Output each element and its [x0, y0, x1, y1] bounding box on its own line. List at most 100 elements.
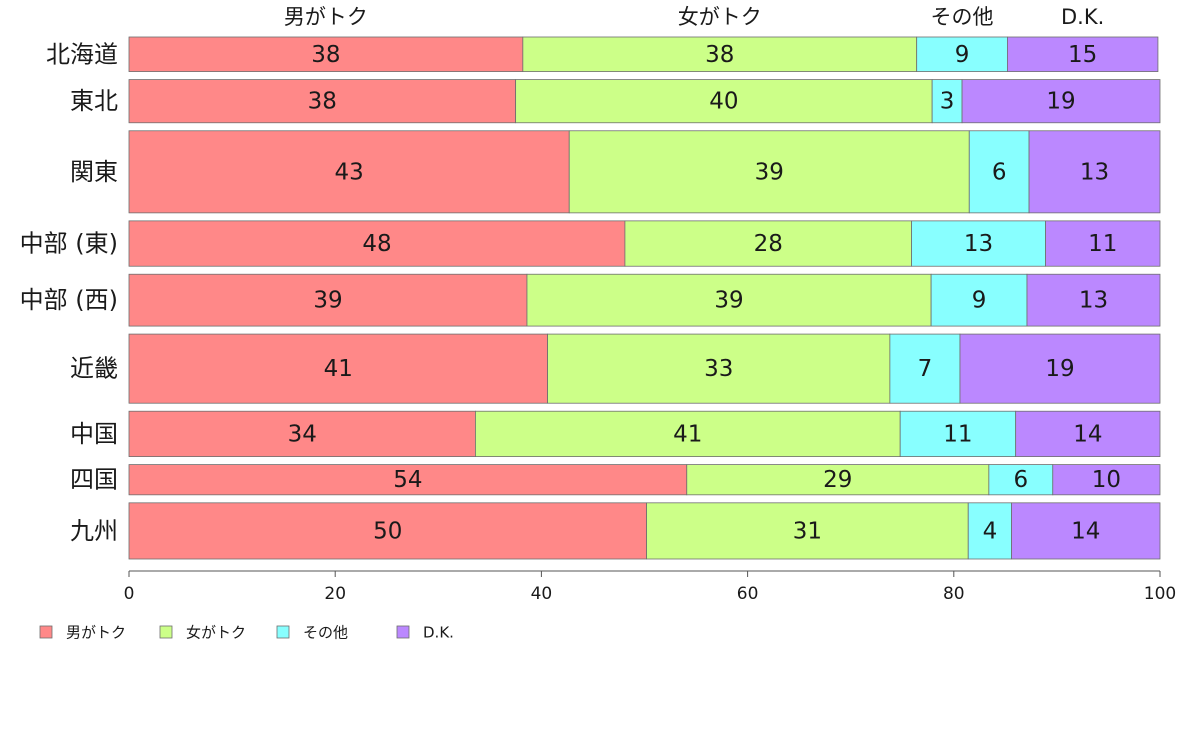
bar-segment: [931, 79, 963, 124]
data-label: 43: [334, 159, 363, 185]
legend-label: 女がトク: [186, 624, 246, 642]
bar-segment: [889, 333, 961, 404]
bar-segment: [1052, 464, 1161, 496]
bar-segment: [128, 36, 524, 72]
legend-swatch: [276, 625, 290, 639]
data-label: 19: [1045, 356, 1074, 382]
bar-segment: [128, 220, 626, 267]
data-label: 6: [1013, 467, 1028, 493]
bar-segment: [568, 130, 970, 214]
bar-segment: [1045, 220, 1161, 267]
x-tick-label: 20: [324, 584, 346, 604]
bar-segment: [128, 273, 528, 327]
data-label: 7: [918, 356, 933, 382]
data-label: 10: [1092, 467, 1121, 493]
data-label: 28: [754, 231, 783, 257]
legend: 男がトク 女がトク その他 D.K.: [39, 624, 454, 642]
bar-segment: [959, 333, 1161, 404]
legend-label: 男がトク: [66, 624, 126, 642]
bar-row-9: 九州 50 31 4 14: [70, 502, 1161, 560]
data-label: 6: [992, 159, 1007, 185]
bar-segment: [899, 410, 1017, 457]
data-label: 41: [673, 421, 702, 447]
data-label: 4: [983, 518, 998, 544]
bar-row-2: 東北 38 40 3 19: [70, 79, 1161, 124]
bar-row-1: 北海道 38 38 9 15: [46, 36, 1159, 72]
bar-row-7: 中国 34 41 11 14: [70, 410, 1161, 457]
data-label: 13: [1080, 159, 1109, 185]
data-label: 9: [972, 288, 987, 314]
x-tick-label: 100: [1144, 584, 1176, 604]
data-label: 34: [288, 421, 317, 447]
legend-item: 女がトク: [159, 624, 246, 642]
legend-item: その他: [276, 624, 348, 642]
x-axis: 0 20 40 60 80 100: [124, 570, 1176, 604]
data-label: 14: [1071, 518, 1100, 544]
x-tick-label: 0: [124, 584, 135, 604]
category-label: 四国: [70, 466, 118, 494]
legend-item: 男がトク: [39, 624, 126, 642]
bar-segment: [916, 36, 1008, 72]
series-header-label: D.K.: [1061, 5, 1104, 29]
series-header-label: 女がトク: [678, 5, 762, 29]
data-label: 3: [940, 89, 955, 115]
bar-segment: [128, 410, 476, 457]
category-label: 北海道: [46, 40, 118, 68]
data-label: 39: [313, 288, 342, 314]
bar-segment: [1015, 410, 1161, 457]
bar-segment: [515, 79, 933, 124]
data-label: 39: [755, 159, 784, 185]
data-label: 48: [362, 231, 391, 257]
legend-swatch: [39, 625, 53, 639]
bar-segment: [1028, 130, 1161, 214]
data-label: 50: [373, 518, 402, 544]
data-label: 13: [964, 231, 993, 257]
data-label: 38: [705, 42, 734, 68]
x-tick-label: 60: [737, 584, 759, 604]
category-label: 東北: [70, 87, 118, 115]
data-label: 19: [1046, 89, 1075, 115]
legend-label: その他: [303, 624, 348, 642]
category-label: 中国: [70, 420, 118, 448]
legend-label: D.K.: [423, 624, 454, 642]
data-label: 31: [793, 518, 822, 544]
legend-swatch: [396, 625, 410, 639]
bar-segment: [526, 273, 932, 327]
bar-row-4: 中部 (東) 48 28 13 11: [20, 220, 1161, 267]
data-label: 41: [324, 356, 353, 382]
bar-segment: [961, 79, 1161, 124]
bar-segment: [1011, 502, 1161, 560]
data-label: 38: [308, 89, 337, 115]
bar-segment: [128, 79, 517, 124]
category-label: 関東: [70, 158, 118, 186]
data-label: 38: [311, 42, 340, 68]
series-header-label: その他: [931, 5, 994, 29]
data-label: 54: [393, 467, 422, 493]
bar-segment: [1007, 36, 1159, 72]
data-label: 11: [943, 421, 972, 447]
data-label: 13: [1079, 288, 1108, 314]
bar-row-5: 中部 (西) 39 39 9 13: [20, 273, 1161, 327]
bar-segment: [967, 502, 1012, 560]
bar-segment: [624, 220, 912, 267]
bar-segment: [646, 502, 969, 560]
x-tick-label: 40: [531, 584, 553, 604]
data-label: 15: [1068, 42, 1097, 68]
bar-row-3: 関東 43 39 6 13: [70, 130, 1161, 214]
legend-item: D.K.: [396, 624, 454, 642]
series-header-label: 男がトク: [284, 5, 368, 29]
series-header-labels: 男がトク 女がトク その他 D.K.: [284, 5, 1104, 29]
data-label: 40: [709, 89, 738, 115]
data-label: 39: [714, 288, 743, 314]
x-tick-label: 80: [943, 584, 965, 604]
bar-segment: [547, 333, 891, 404]
category-label: 中部 (東): [20, 230, 118, 258]
category-label: 九州: [70, 517, 118, 545]
bar-segment: [988, 464, 1054, 496]
bar-row-8: 四国 54 29 6 10: [70, 464, 1161, 496]
legend-swatch: [159, 625, 173, 639]
category-label: 近畿: [70, 355, 118, 383]
bar-segment: [522, 36, 918, 72]
bar-segment: [128, 464, 688, 496]
